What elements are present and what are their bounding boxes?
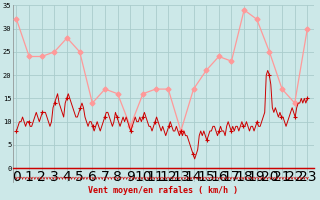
X-axis label: Vent moyen/en rafales ( km/h ): Vent moyen/en rafales ( km/h ): [88, 186, 238, 195]
